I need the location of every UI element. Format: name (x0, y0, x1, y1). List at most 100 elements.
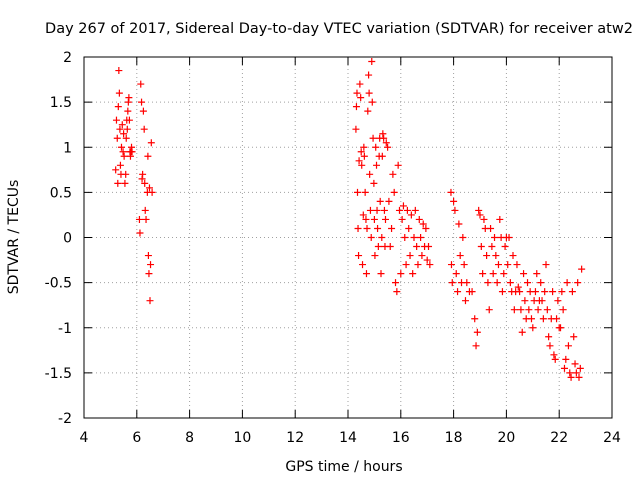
data-point (142, 215, 150, 223)
data-point (576, 364, 584, 372)
y-tick-label: -0.5 (45, 276, 72, 292)
tick-labels: 4 6 8 10 12 14 16 18 20 22 24 -2 -1.5 -1 -0.5 0 0.5 1 1.5 2 (45, 50, 621, 446)
data-point (121, 179, 129, 187)
data-point (472, 342, 480, 350)
data-point (369, 134, 377, 142)
plot-frame (83, 56, 613, 419)
data-point (117, 143, 125, 151)
data-point (505, 234, 513, 241)
data-point (119, 148, 127, 156)
data-point (373, 161, 381, 169)
data-point (399, 202, 407, 210)
x-tick-label: 20 (497, 430, 515, 446)
data-point (145, 270, 153, 278)
data-point (475, 206, 483, 214)
data-point (362, 215, 370, 223)
data-point (562, 355, 570, 363)
data-point (353, 89, 361, 97)
data-point (144, 152, 152, 160)
grid-lines (84, 57, 612, 418)
data-point (385, 197, 393, 205)
data-point (406, 252, 414, 260)
data-point (549, 288, 557, 296)
data-point (362, 270, 370, 278)
data-point (368, 98, 376, 106)
data-point (146, 297, 154, 305)
data-point (392, 279, 400, 287)
data-point (413, 243, 421, 251)
data-point (480, 215, 488, 223)
data-point (360, 143, 368, 151)
data-point (488, 243, 496, 251)
data-point (459, 234, 467, 241)
data-point (571, 360, 579, 368)
data-point (557, 324, 565, 332)
data-point (551, 355, 559, 363)
data-point (389, 170, 397, 178)
data-point (450, 197, 458, 205)
data-point (355, 157, 363, 165)
data-point (382, 139, 390, 147)
data-point (370, 179, 378, 187)
chart-title: Day 267 of 2017, Sidereal Day-to-day VTE… (45, 21, 633, 37)
data-point (454, 288, 462, 296)
data-point (116, 161, 124, 169)
data-point (398, 215, 406, 223)
data-point (509, 252, 517, 260)
data-point (125, 116, 133, 124)
data-point (504, 261, 512, 269)
data-point (414, 261, 422, 269)
data-point (546, 342, 554, 350)
data-point (425, 243, 433, 251)
data-point (572, 369, 580, 377)
data-point (135, 215, 143, 223)
data-point (554, 297, 562, 305)
data-point (455, 220, 463, 228)
data-point (380, 206, 388, 214)
data-point (123, 125, 131, 133)
y-tick-label: -2 (58, 411, 72, 427)
data-point (423, 256, 431, 264)
data-point (366, 170, 374, 178)
data-point (489, 270, 497, 278)
data-point (574, 279, 582, 287)
data-point (537, 279, 545, 287)
data-point (388, 224, 396, 232)
data-point (513, 261, 521, 269)
data-point (124, 107, 132, 115)
data-point (380, 134, 388, 142)
data-point (417, 234, 425, 241)
y-tick-label: 2 (63, 50, 72, 66)
data-point (139, 170, 147, 178)
data-point (359, 211, 367, 219)
data-point (366, 206, 374, 214)
data-point (122, 170, 130, 178)
data-point (376, 197, 384, 205)
data-point (559, 306, 567, 314)
y-tick-label: 0 (63, 231, 72, 247)
data-point (354, 224, 362, 232)
data-point (377, 270, 385, 278)
x-tick-label: 12 (286, 430, 304, 446)
data-point (496, 215, 504, 223)
data-point (357, 94, 365, 102)
data-point (448, 279, 456, 287)
data-point (494, 261, 502, 269)
data-point (403, 206, 411, 214)
data-point (527, 315, 535, 323)
data-point (510, 306, 518, 314)
data-point (485, 306, 493, 314)
data-point (452, 270, 460, 278)
data-point (361, 188, 369, 196)
data-point (370, 215, 378, 223)
data-point (426, 261, 434, 269)
data-point (140, 125, 148, 133)
data-point (415, 215, 423, 223)
data-point (468, 288, 476, 296)
data-point (518, 328, 526, 336)
data-point (381, 215, 389, 223)
data-point (479, 270, 487, 278)
data-point (367, 234, 375, 241)
data-point (120, 152, 128, 160)
